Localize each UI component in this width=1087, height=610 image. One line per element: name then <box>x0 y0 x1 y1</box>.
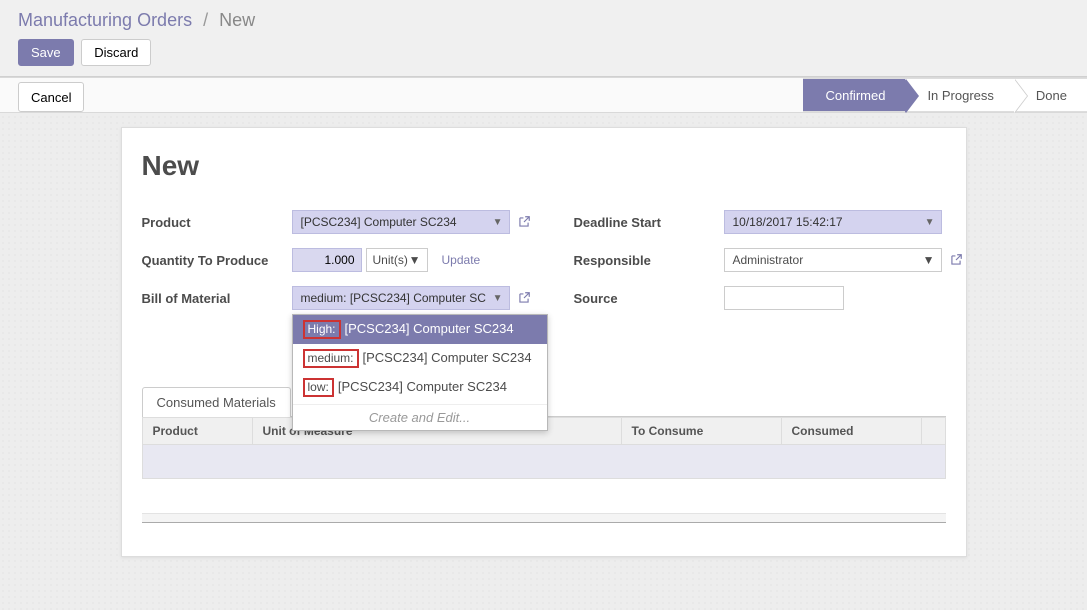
status-in-progress-label: In Progress <box>927 88 993 103</box>
breadcrumb: Manufacturing Orders / New <box>18 6 1069 39</box>
bom-create-edit[interactable]: Create and Edit... <box>293 404 547 430</box>
bom-option-text: [PCSC234] Computer SC234 <box>363 350 532 365</box>
bom-option-low[interactable]: low: [PCSC234] Computer SC234 <box>293 373 547 402</box>
external-link-icon[interactable] <box>946 250 966 270</box>
chevron-down-icon: ▼ <box>925 217 935 228</box>
responsible-value: Administrator <box>733 253 804 267</box>
bom-select[interactable]: medium: [PCSC234] Computer SC ▼ <box>292 286 510 310</box>
product-label: Product <box>142 215 292 230</box>
table-footer-band <box>142 513 946 523</box>
responsible-select[interactable]: Administrator ▼ <box>724 248 942 272</box>
chevron-down-icon: ▼ <box>409 253 421 267</box>
col-to-consume: To Consume <box>621 418 781 445</box>
qty-label: Quantity To Produce <box>142 253 292 268</box>
chevron-down-icon: ▼ <box>923 253 935 267</box>
bom-dropdown[interactable]: High: [PCSC234] Computer SC234 medium: [PC… <box>292 314 548 431</box>
discard-button[interactable]: Discard <box>81 39 151 66</box>
col-consumed: Consumed <box>781 418 921 445</box>
save-button[interactable]: Save <box>18 39 74 66</box>
status-confirmed-label: Confirmed <box>825 88 885 103</box>
bom-option-tag: medium: <box>303 349 359 368</box>
deadline-input[interactable]: 10/18/2017 15:42:17 ▼ <box>724 210 942 234</box>
external-link-icon[interactable] <box>514 212 534 232</box>
responsible-label: Responsible <box>574 253 724 268</box>
bom-option-high[interactable]: High: [PCSC234] Computer SC234 <box>293 315 547 344</box>
source-label: Source <box>574 291 724 306</box>
table-row[interactable] <box>142 445 945 479</box>
bom-option-medium[interactable]: medium: [PCSC234] Computer SC234 <box>293 344 547 373</box>
bom-option-text: [PCSC234] Computer SC234 <box>345 321 514 336</box>
product-select[interactable]: [PCSC234] Computer SC234 ▼ <box>292 210 510 234</box>
chevron-down-icon: ▼ <box>493 293 503 304</box>
tab-consumed-materials[interactable]: Consumed Materials <box>142 387 291 417</box>
bom-option-text: [PCSC234] Computer SC234 <box>338 379 507 394</box>
update-link[interactable]: Update <box>442 253 481 267</box>
breadcrumb-parent-link[interactable]: Manufacturing Orders <box>18 10 192 30</box>
breadcrumb-current: New <box>219 10 255 30</box>
breadcrumb-separator: / <box>203 10 208 30</box>
unit-value: Unit(s) <box>373 253 408 267</box>
cancel-button[interactable]: Cancel <box>18 82 84 112</box>
page-title: New <box>142 150 946 182</box>
status-in-progress[interactable]: In Progress <box>905 78 1013 112</box>
bom-value: medium: [PCSC234] Computer SC <box>301 291 486 305</box>
deadline-label: Deadline Start <box>574 215 724 230</box>
status-done-label: Done <box>1036 88 1067 103</box>
external-link-icon[interactable] <box>514 288 534 308</box>
deadline-value: 10/18/2017 15:42:17 <box>733 215 843 229</box>
col-product: Product <box>142 418 252 445</box>
quantity-input[interactable] <box>292 248 362 272</box>
bom-option-tag: High: <box>303 320 341 339</box>
bom-label: Bill of Material <box>142 291 292 306</box>
chevron-down-icon: ▼ <box>493 217 503 228</box>
status-confirmed[interactable]: Confirmed <box>803 78 905 112</box>
unit-select[interactable]: Unit(s) ▼ <box>366 248 428 272</box>
bom-option-tag: low: <box>303 378 334 397</box>
col-actions <box>921 418 945 445</box>
source-input[interactable] <box>724 286 844 310</box>
product-value: [PCSC234] Computer SC234 <box>301 215 457 229</box>
